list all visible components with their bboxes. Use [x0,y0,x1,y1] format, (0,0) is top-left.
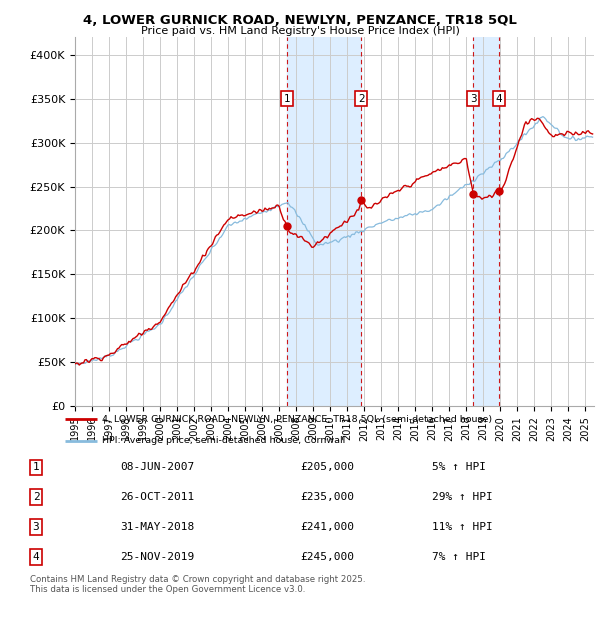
Text: 4: 4 [496,94,502,104]
Text: HPI: Average price, semi-detached house, Cornwall: HPI: Average price, semi-detached house,… [102,436,345,445]
Text: 11% ↑ HPI: 11% ↑ HPI [432,522,493,532]
Text: Contains HM Land Registry data © Crown copyright and database right 2025.
This d: Contains HM Land Registry data © Crown c… [30,575,365,594]
Text: 29% ↑ HPI: 29% ↑ HPI [432,492,493,502]
Text: 7% ↑ HPI: 7% ↑ HPI [432,552,486,562]
Text: 08-JUN-2007: 08-JUN-2007 [120,463,194,472]
Bar [287,37,361,406]
Text: 5% ↑ HPI: 5% ↑ HPI [432,463,486,472]
Text: 2: 2 [32,492,40,502]
Text: 3: 3 [32,522,40,532]
Text: £245,000: £245,000 [300,552,354,562]
Text: 25-NOV-2019: 25-NOV-2019 [120,552,194,562]
Text: 4, LOWER GURNICK ROAD, NEWLYN, PENZANCE, TR18 5QL: 4, LOWER GURNICK ROAD, NEWLYN, PENZANCE,… [83,14,517,27]
Text: 3: 3 [470,94,476,104]
Bar [473,37,499,406]
Text: 4, LOWER GURNICK ROAD, NEWLYN, PENZANCE, TR18 5QL (semi-detached house): 4, LOWER GURNICK ROAD, NEWLYN, PENZANCE,… [102,415,492,424]
Text: £241,000: £241,000 [300,522,354,532]
Text: 1: 1 [283,94,290,104]
Text: £235,000: £235,000 [300,492,354,502]
Text: 2: 2 [358,94,365,104]
Text: 31-MAY-2018: 31-MAY-2018 [120,522,194,532]
Text: 26-OCT-2011: 26-OCT-2011 [120,492,194,502]
Text: Price paid vs. HM Land Registry's House Price Index (HPI): Price paid vs. HM Land Registry's House … [140,26,460,36]
Text: 4: 4 [32,552,40,562]
Text: £205,000: £205,000 [300,463,354,472]
Text: 1: 1 [32,463,40,472]
